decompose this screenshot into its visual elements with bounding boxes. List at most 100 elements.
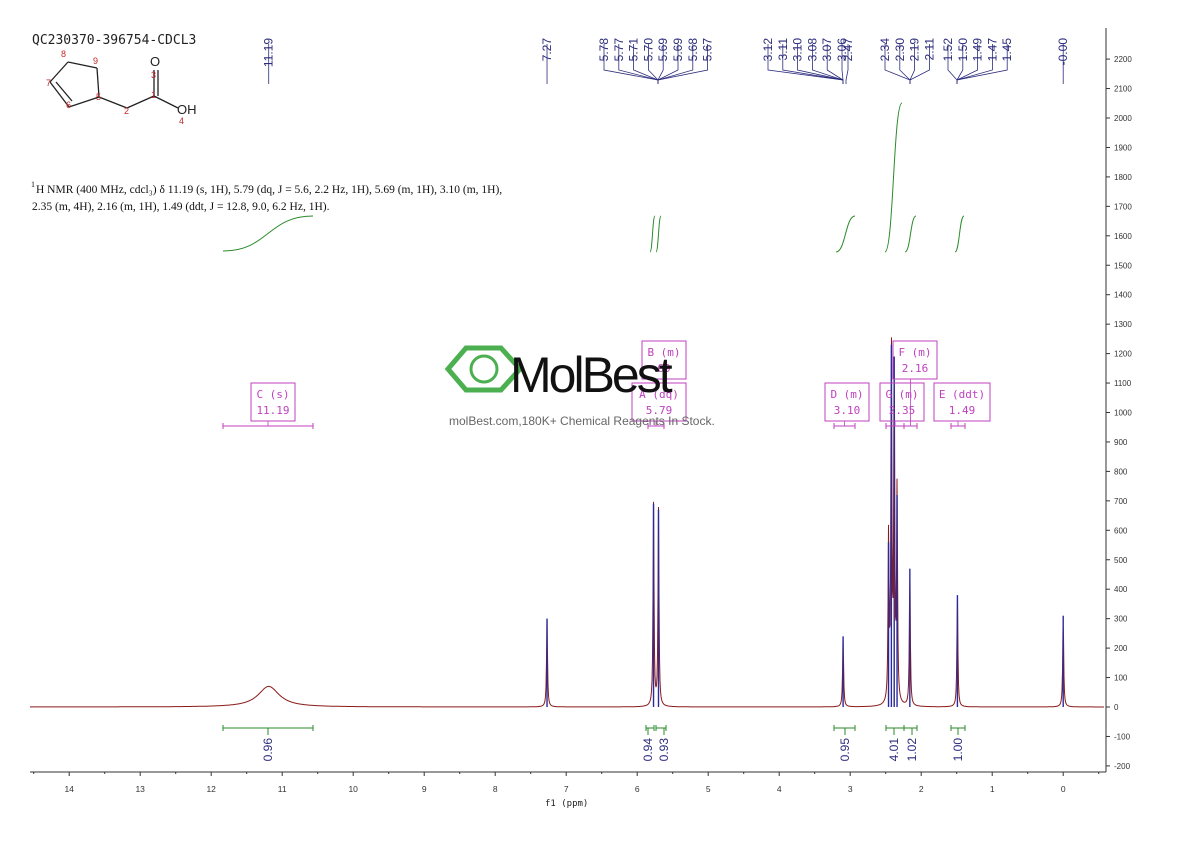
multiplet-shift: 2.35 [889, 404, 916, 417]
x-tick-label: 7 [564, 784, 569, 794]
x-axis-label: f1 (ppm) [545, 799, 588, 809]
x-tick-label: 6 [635, 784, 640, 794]
atom-number: 1 [151, 90, 156, 100]
integral-curves [222, 102, 965, 253]
y-tick-label: 1700 [1114, 202, 1132, 211]
multiplet-label: F (m) [898, 346, 931, 359]
multiplet-box [250, 382, 296, 422]
x-tick-label: 3 [848, 784, 853, 794]
atom-number: 2 [124, 106, 129, 116]
multiplet-shift: 69 [657, 362, 670, 375]
atom-number: 3 [151, 70, 156, 80]
x-tick-label: 14 [64, 784, 74, 794]
nmr-description-line2: 2.35 (m, 4H), 2.16 (m, 1H), 1.49 (ddt, J… [32, 201, 330, 213]
multiplet-box [631, 382, 687, 422]
integral-curve [954, 215, 965, 253]
atom-label-oh: OH [177, 102, 197, 117]
x-tick-label: 2 [919, 784, 924, 794]
multiplet-box [641, 340, 687, 380]
atom-number: 9 [93, 56, 98, 66]
y-tick-label: 500 [1114, 556, 1128, 565]
y-tick-label: 1800 [1114, 173, 1132, 182]
y-tick-label: 2100 [1114, 85, 1132, 94]
multiplet-label: E (ddt) [939, 388, 985, 401]
atom-numbers: 8 9 3 7 6 5 2 1 4 [46, 49, 184, 126]
multiplet-label: A (dq) [639, 388, 679, 401]
y-tick-label: 300 [1114, 615, 1128, 624]
sample-id: QC230370-396754-CDCL3 [32, 33, 196, 48]
y-tick-label: 400 [1114, 585, 1128, 594]
peak-label-connector [657, 44, 708, 84]
y-tick-label: 0 [1114, 703, 1119, 712]
integral-value: 0.96 [261, 738, 275, 762]
nmr-description-line1: H NMR (400 MHz, cdcl₃) δ 11.19 (s, 1H), … [36, 184, 502, 196]
multiplet-box [824, 382, 870, 422]
peak-label-connector [845, 44, 849, 84]
peak-label-connector [841, 44, 844, 84]
peak-label-connector [956, 44, 1008, 84]
multiplet-label: D (m) [830, 388, 863, 401]
integral-curve [655, 215, 662, 253]
x-tick-label: 0 [1061, 784, 1066, 794]
y-tick-label: -200 [1114, 762, 1131, 771]
nmr-description-superscript: 1 [31, 180, 35, 189]
integral-value: 0.93 [657, 738, 671, 762]
multiplet-label: G (m) [885, 388, 918, 401]
chemical-structure [49, 61, 179, 109]
x-tick-label: 9 [422, 784, 427, 794]
y-tick-label: 1400 [1114, 291, 1132, 300]
integral-value: 0.94 [641, 738, 655, 762]
molbest-logo-icon [444, 345, 524, 393]
y-tick-label: 2200 [1114, 55, 1132, 64]
peak-label-connector [909, 44, 930, 84]
axes: 2200210020001900180017001600150014001300… [30, 28, 1132, 794]
y-tick-label: 1100 [1114, 379, 1132, 388]
y-tick-label: 800 [1114, 467, 1128, 476]
y-tick-label: 1300 [1114, 320, 1132, 329]
watermark-brand: MolBest [510, 347, 673, 403]
atom-number: 8 [61, 49, 66, 59]
multiplet-shift: 2.16 [902, 362, 929, 375]
y-tick-label: 1200 [1114, 350, 1132, 359]
multiplet-shift: 11.19 [256, 404, 289, 417]
x-tick-label: 1 [990, 784, 995, 794]
atom-number: 4 [179, 116, 184, 126]
integral-curve [904, 215, 917, 253]
peak-labels: 11.19 7.27 5.78 5.77 5.71 5.70 5.69 5.69 5.68 5.6… [262, 38, 1070, 84]
atom-number: 5 [96, 92, 101, 102]
atom-number: 7 [46, 78, 51, 88]
x-tick-label: 11 [278, 784, 287, 794]
multiplet-label: B (m) [647, 346, 680, 359]
integral-curve [835, 215, 856, 253]
multiplet-shift: 3.10 [834, 404, 861, 417]
x-tick-label: 8 [493, 784, 498, 794]
integral-curve [222, 215, 314, 252]
y-tick-label: 1600 [1114, 232, 1132, 241]
integral-value: 1.02 [905, 738, 919, 762]
y-tick-label: 900 [1114, 438, 1128, 447]
watermark: MolBest molBest.com,180K+ Chemical Reage… [444, 345, 715, 428]
integral-value: 0.95 [838, 738, 852, 762]
y-tick-label: 1000 [1114, 409, 1132, 418]
y-tick-label: 1500 [1114, 261, 1132, 270]
multiplet-shift: 1.49 [949, 404, 976, 417]
integral-bars: 0.96 0.94 0.93 0.95 4.01 1.02 1.00 [222, 725, 966, 762]
x-tick-label: 12 [206, 784, 216, 794]
x-tick-label: 13 [135, 784, 145, 794]
x-tick-label: 10 [348, 784, 358, 794]
spectrum-trace [30, 337, 1104, 708]
y-tick-label: 100 [1114, 674, 1128, 683]
y-tick-label: 1900 [1114, 143, 1132, 152]
x-tick-label: 4 [777, 784, 782, 794]
y-tick-label: 2000 [1114, 114, 1132, 123]
integral-value: 4.01 [887, 738, 901, 762]
multiplet-label: C (s) [256, 388, 289, 401]
integral-curve [649, 215, 656, 253]
y-tick-label: -100 [1114, 732, 1131, 741]
watermark-tagline: molBest.com,180K+ Chemical Reagents In S… [449, 414, 715, 428]
multiplet-boxes: C (s) 11.19 B (m) 69 A (dq) 5.79 D (m) 3.10 G (m… [222, 340, 991, 429]
integral-curve [884, 102, 903, 253]
multiplet-box [933, 382, 991, 422]
multiplet-box [879, 382, 925, 422]
spectrum-line [30, 337, 1104, 708]
